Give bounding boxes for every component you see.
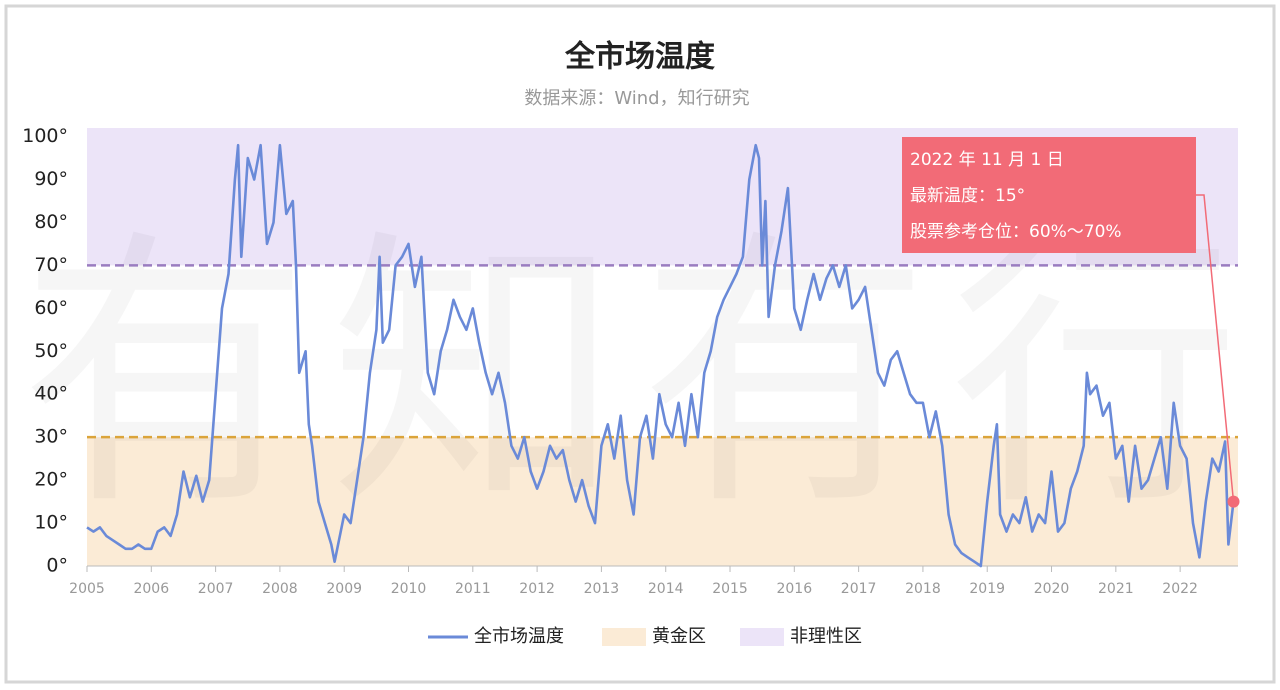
x-tick-label: 2017 <box>841 581 877 597</box>
y-tick-label: 50° <box>34 340 68 362</box>
frame <box>4 4 1276 684</box>
y-tick-label: 60° <box>34 297 68 319</box>
legend-label: 全市场温度 <box>474 626 564 647</box>
y-tick-label: 100° <box>22 125 68 147</box>
annotation-box <box>902 137 1196 253</box>
chart-subtitle: 数据来源：Wind，知行研究 <box>524 88 749 109</box>
x-tick-label: 2019 <box>969 581 1005 597</box>
y-tick-label: 90° <box>34 168 68 190</box>
y-tick-label: 80° <box>34 211 68 233</box>
x-tick-label: 2008 <box>262 581 298 597</box>
x-tick-label: 2011 <box>455 581 491 597</box>
x-tick-label: 2009 <box>326 581 362 597</box>
x-tick-label: 2013 <box>584 581 620 597</box>
x-tick-label: 2012 <box>519 581 555 597</box>
x-tick-label: 2006 <box>133 581 169 597</box>
data-line <box>86 143 1235 568</box>
annotation-text: 2022 年 11 月 1 日 <box>910 150 1064 170</box>
chart-title: 全市场温度 <box>564 40 715 75</box>
legend-swatch <box>602 628 646 646</box>
x-tick-label: 2021 <box>1098 581 1134 597</box>
y-tick-label: 10° <box>34 512 68 534</box>
zone-band <box>87 437 1238 566</box>
x-tick-label: 2016 <box>776 581 812 597</box>
y-tick-label: 40° <box>34 383 68 405</box>
x-tick-label: 2018 <box>905 581 941 597</box>
legend-swatch <box>740 628 784 646</box>
y-tick-label: 30° <box>34 426 68 448</box>
y-tick-label: 70° <box>34 254 68 276</box>
leader-line <box>1196 194 1235 502</box>
latest-point <box>1227 495 1240 508</box>
y-tick-label: 0° <box>46 555 68 577</box>
y-tick-label: 20° <box>34 469 68 491</box>
x-tick-label: 2014 <box>648 581 684 597</box>
x-tick-label: 2022 <box>1162 581 1198 597</box>
legend-label: 黄金区 <box>652 626 706 647</box>
annotation-text: 股票参考仓位：60%～70% <box>910 222 1122 242</box>
annotation-text: 最新温度：15° <box>910 186 1025 206</box>
x-tick-label: 2015 <box>712 581 748 597</box>
x-tick-label: 2010 <box>391 581 427 597</box>
x-tick-label: 2020 <box>1034 581 1070 597</box>
x-tick-label: 2007 <box>198 581 234 597</box>
x-tick-label: 2005 <box>69 581 105 597</box>
legend-label: 非理性区 <box>790 626 862 647</box>
